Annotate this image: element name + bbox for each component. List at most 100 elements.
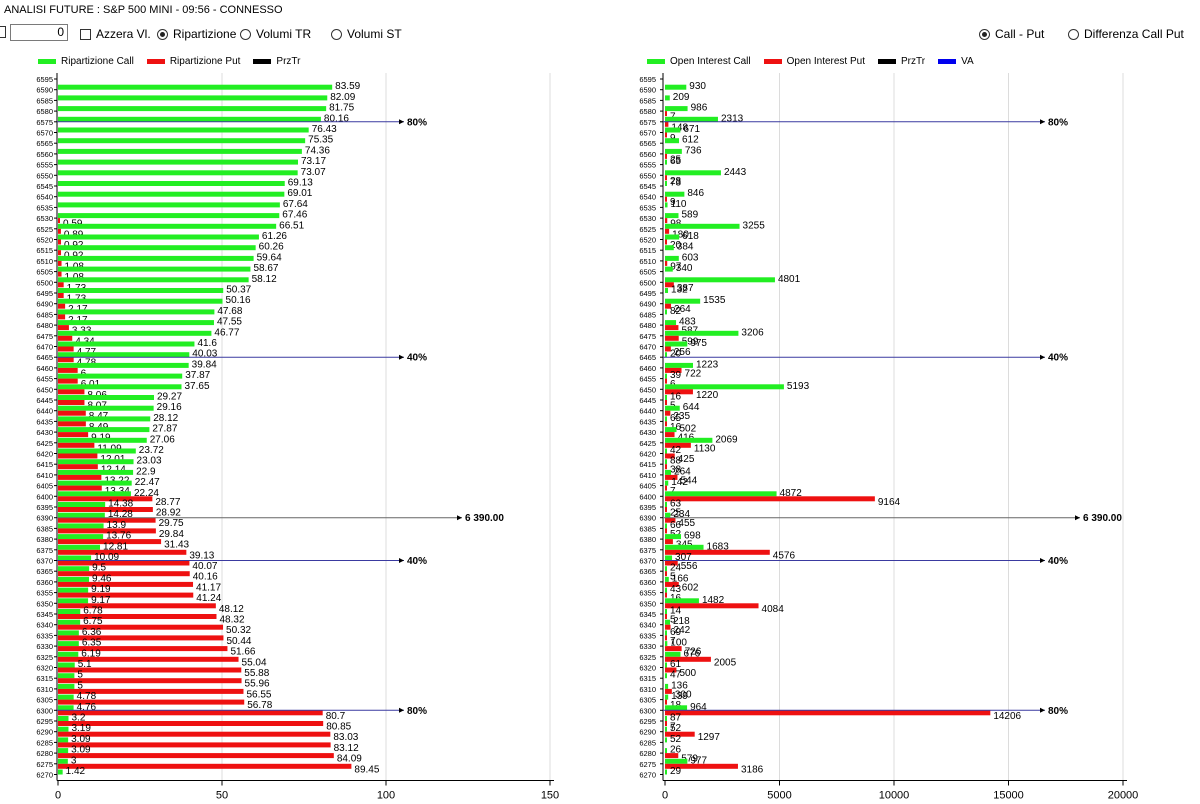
radio-icon[interactable] [240,28,251,40]
call-bar [58,609,81,614]
call-bar [665,726,667,732]
put-bar [665,539,673,545]
call-value-label: 29.27 [157,392,182,403]
call-bar [58,266,251,272]
put-bar [665,571,667,577]
put-value-label: 83.03 [333,732,358,743]
radio-ripartizione[interactable]: Ripartizione [157,27,236,41]
call-bar [58,320,214,326]
call-bar [665,255,679,261]
call-bar [665,148,682,154]
put-bar [58,753,334,759]
radio-volumi-tr[interactable]: Volumi TR [240,27,311,41]
put-value-label: 0.59 [63,219,83,230]
call-value-label: 61.26 [262,231,287,242]
strike-label: 6280 [36,749,53,758]
legend-put-swatch [146,59,165,64]
radio-call-put[interactable]: Call - Put [979,27,1044,41]
put-bar [665,753,679,759]
call-bar [58,566,90,572]
radio-diff-call-put[interactable]: Differenza Call Put [1068,27,1184,41]
call-value-label: 66.51 [279,220,304,231]
put-bar [665,528,667,534]
strike-label: 6470 [639,343,656,352]
call-value-label: 81.75 [329,103,354,114]
value-input[interactable]: 0 [10,24,68,41]
put-bar [58,742,331,748]
call-value-label: 5 [77,680,83,691]
call-bar [58,448,136,454]
radio-selected-icon[interactable] [157,28,168,40]
call-bar [665,619,670,625]
hidden-checkbox-edge[interactable] [0,26,6,38]
level-arrow-icon [457,515,462,521]
put-value-label: 1.08 [65,272,85,283]
put-value-label: 9 [670,133,676,144]
strike-label: 6550 [639,171,656,180]
checkbox-box-icon[interactable] [80,28,91,40]
strike-label: 6410 [36,471,53,480]
x-tick-label: 150 [541,790,559,802]
put-value-label: 5 [670,572,676,583]
call-bar [58,459,134,465]
call-bar [58,630,79,636]
call-bar [58,534,104,540]
strike-label: 6540 [36,193,53,202]
put-bar [665,367,682,373]
call-value-label: 1535 [703,295,726,306]
call-value-label: 3206 [741,327,764,338]
radio-volumi-st[interactable]: Volumi ST [331,27,402,41]
put-bar [665,603,759,609]
call-bar [665,223,740,229]
put-bar [58,624,224,630]
strike-label: 6535 [639,203,656,212]
level-arrow-icon [399,354,404,360]
put-bar [58,539,162,545]
call-bar [665,544,704,550]
strike-label: 6315 [36,674,53,683]
call-value-label: 132 [671,285,688,296]
put-value-label: 16 [670,422,682,433]
strike-label: 6450 [639,385,656,394]
call-value-label: 88 [670,456,682,467]
put-value-label: 264 [674,304,691,315]
strike-label: 6330 [36,642,53,651]
call-value-label: 736 [685,145,702,156]
radio-icon[interactable] [1068,28,1079,40]
call-bar [58,116,321,122]
call-bar [665,769,667,775]
call-bar [665,170,721,176]
call-bar [58,491,131,497]
put-value-label: 6 [670,379,676,390]
radio-volumi-tr-label: Volumi TR [256,27,312,41]
strike-label: 6500 [36,278,53,287]
radio-icon[interactable] [331,28,342,40]
call-bar [58,555,92,561]
call-value-label: 80.16 [324,113,349,124]
strike-label: 6495 [36,289,53,298]
call-value-label: 3.19 [71,723,91,734]
radio-selected-icon[interactable] [979,28,990,40]
call-value-label: 977 [690,755,707,766]
call-value-label: 209 [673,92,690,103]
call-value-label: 1683 [707,541,730,552]
call-bar [665,298,701,304]
strike-label: 6460 [639,364,656,373]
put-value-label: 13.22 [104,475,129,486]
put-bar [665,442,691,448]
strike-label: 6415 [639,460,656,469]
put-bar [58,335,73,341]
put-value-label: 4.77 [77,347,97,358]
call-bar [665,609,667,614]
call-bar [665,213,679,219]
put-bar [58,282,64,288]
azzera-checkbox[interactable]: Azzera Vl. [80,27,151,41]
strike-label: 6460 [36,364,53,373]
strike-label: 6320 [36,664,53,673]
put-value-label: 6 [81,368,87,379]
call-bar [665,373,667,379]
strike-label: 6485 [639,310,656,319]
call-bar [58,598,89,604]
level-arrow-icon [1075,515,1080,521]
level-arrow-icon [1040,707,1045,713]
